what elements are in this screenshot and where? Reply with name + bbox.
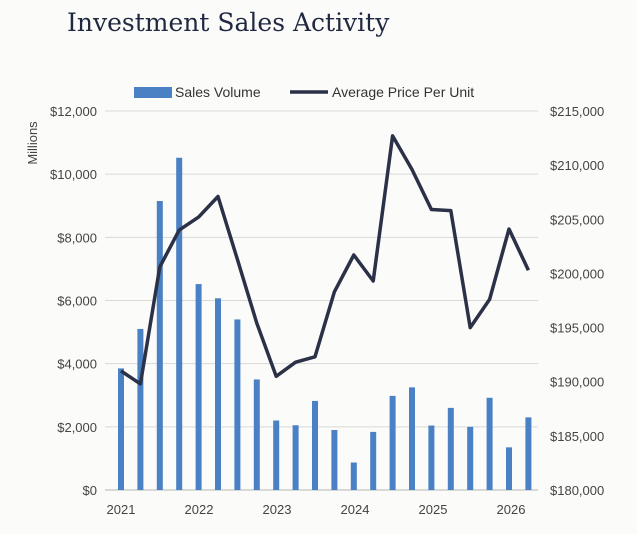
x-axis-ticks: 2021 2022 2023 2024 2025 2026 — [107, 502, 526, 517]
right-tick-label: $210,000 — [550, 158, 604, 173]
right-tick-label: $195,000 — [550, 321, 604, 336]
left-tick-label: $6,000 — [57, 294, 97, 309]
sales-volume-bar — [176, 157, 183, 490]
sales-volume-bar — [428, 425, 435, 490]
sales-volume-bar — [273, 420, 280, 490]
left-tick-label: $2,000 — [57, 420, 97, 435]
sales-volume-bar — [253, 379, 260, 490]
right-tick-label: $185,000 — [550, 429, 604, 444]
right-tick-label: $215,000 — [550, 104, 604, 119]
sales-volume-bar — [312, 400, 318, 490]
right-tick-label: $180,000 — [550, 483, 604, 498]
sales-volume-bar — [370, 431, 377, 490]
left-tick-label: $0 — [83, 483, 97, 498]
sales-volume-bar — [234, 319, 241, 490]
sales-volume-bar — [195, 284, 202, 490]
x-tick-label: 2022 — [185, 502, 214, 517]
sales-volume-bar — [118, 368, 124, 490]
right-tick-label: $200,000 — [550, 266, 604, 281]
sales-volume-bar — [292, 425, 299, 490]
sales-volume-bar — [331, 429, 338, 490]
x-tick-label: 2021 — [107, 502, 136, 517]
sales-volume-bar — [525, 417, 532, 490]
sales-volume-bar — [506, 447, 512, 490]
left-axis-ticks: $0 $2,000 $4,000 $6,000 $8,000 $10,000 $12,000 — [50, 104, 97, 498]
sales-volume-bar — [447, 407, 454, 490]
sales-volume-bar — [389, 395, 396, 490]
chart-title: Investment Sales Activity — [67, 8, 390, 37]
legend-bar-swatch — [134, 87, 172, 98]
sales-volume-bar — [350, 462, 357, 490]
x-tick-label: 2024 — [341, 502, 370, 517]
legend: Sales Volume Average Price Per Unit — [134, 84, 474, 100]
right-tick-label: $205,000 — [550, 212, 604, 227]
sales-volume-bars — [118, 157, 532, 490]
left-tick-label: $12,000 — [50, 104, 97, 119]
right-tick-label: $190,000 — [550, 375, 604, 390]
x-tick-label: 2025 — [419, 502, 448, 517]
left-axis-label: Millions — [25, 121, 40, 165]
legend-line-label: Average Price Per Unit — [332, 84, 474, 100]
legend-bar-label: Sales Volume — [175, 84, 261, 100]
x-tick-label: 2023 — [263, 502, 292, 517]
left-tick-label: $4,000 — [57, 357, 97, 372]
sales-volume-bar — [467, 426, 474, 490]
sales-volume-bar — [409, 387, 415, 490]
sales-volume-bar — [215, 298, 221, 490]
sales-volume-bar — [486, 397, 493, 490]
left-tick-label: $8,000 — [57, 230, 97, 245]
average-price-line — [120, 134, 530, 386]
sales-volume-bar — [137, 328, 144, 490]
sales-volume-bar — [156, 201, 163, 490]
x-tick-label: 2026 — [497, 502, 526, 517]
right-axis-ticks: $180,000 $185,000 $190,000 $195,000 $200,000… — [550, 104, 604, 498]
left-tick-label: $10,000 — [50, 167, 97, 182]
